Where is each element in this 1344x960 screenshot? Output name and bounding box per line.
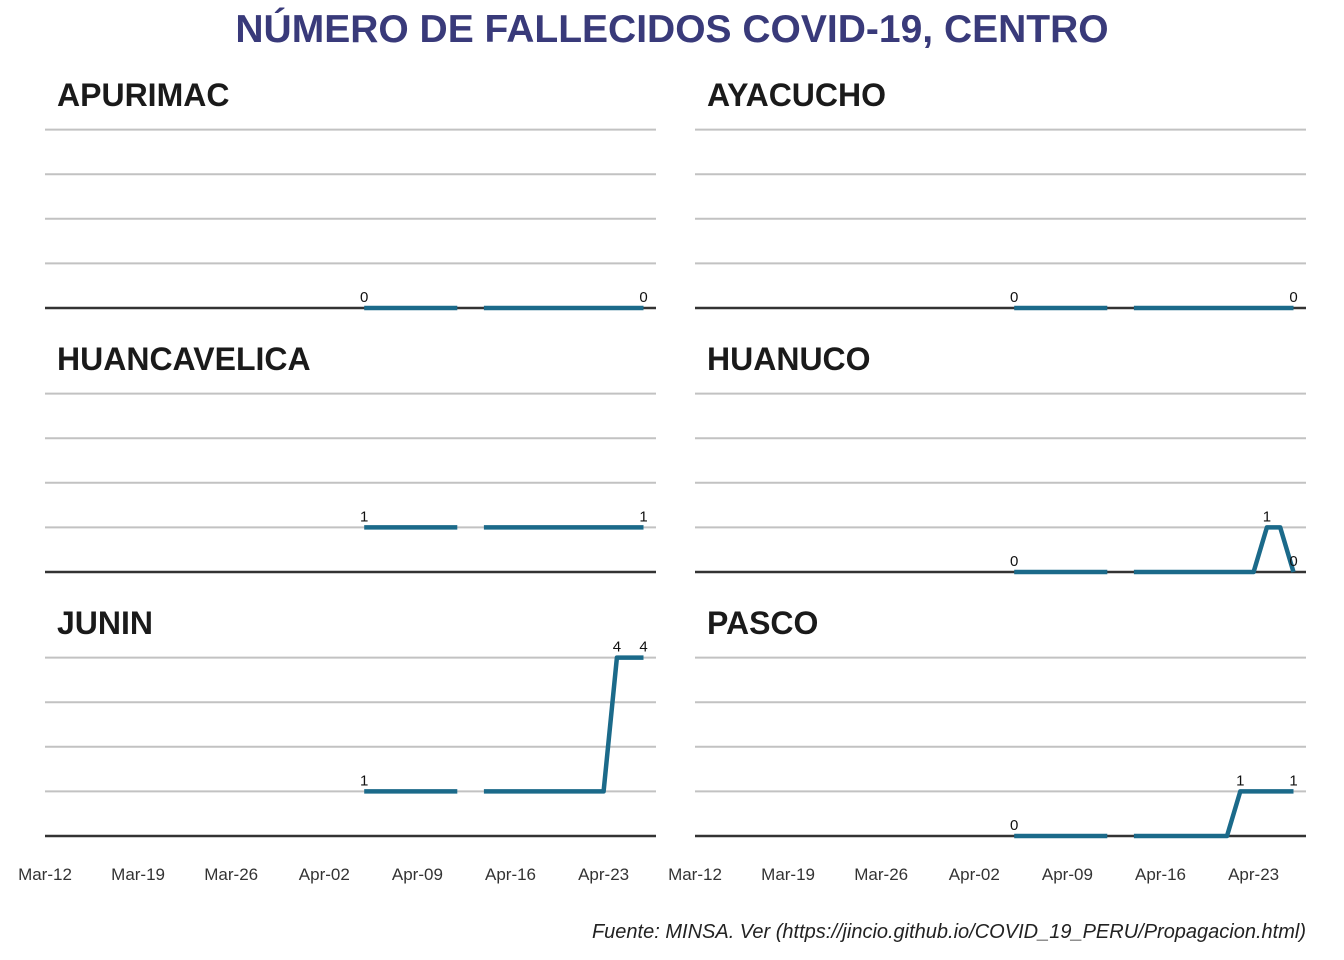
x-tick-label: Mar-12 <box>668 865 722 884</box>
chart-title: NÚMERO DE FALLECIDOS COVID-19, CENTRO <box>235 8 1109 51</box>
data-label: 1 <box>360 508 368 525</box>
series-line-huanuco-1 <box>1133 525 1296 575</box>
panel-title-pasco: PASCO <box>707 605 818 641</box>
data-label: 0 <box>639 289 647 306</box>
panel-title-huancavelica: HUANCAVELICA <box>57 341 311 377</box>
x-tick-label: Mar-19 <box>111 865 165 884</box>
data-label: 0 <box>360 289 368 306</box>
x-tick-label: Mar-26 <box>204 865 258 884</box>
panel-junin: JUNIN 1 4 4 Mar-12 Mar-19 Mar-26 Apr-02 Apr-09 Ap… <box>18 605 656 884</box>
data-label: 4 <box>639 639 647 656</box>
x-tick-label: Mar-26 <box>854 865 908 884</box>
x-tick-label: Apr-23 <box>578 865 629 884</box>
panel-ayacucho: AYACUCHO 0 0 <box>695 77 1306 311</box>
x-tick-label: Apr-23 <box>1228 865 1279 884</box>
series-line-junin-1 <box>483 655 644 794</box>
series-line-pasco-1 <box>1133 789 1294 839</box>
panel-huancavelica: HUANCAVELICA 1 1 <box>45 341 656 574</box>
panel-title-apurimac: APURIMAC <box>57 77 229 113</box>
panel-title-ayacucho: AYACUCHO <box>707 77 886 113</box>
data-label: 0 <box>1010 553 1018 570</box>
data-label: 1 <box>1289 772 1297 789</box>
data-label: 1 <box>1236 772 1244 789</box>
source-caption: Fuente: MINSA. Ver (https://jincio.githu… <box>591 921 1306 943</box>
panel-pasco: PASCO 0 1 1 Mar-12 Mar-19 Mar-26 Apr-02 Apr-09 Ap… <box>668 605 1306 884</box>
data-label: 1 <box>360 772 368 789</box>
x-tick-label: Apr-09 <box>392 865 443 884</box>
x-tick-label: Apr-02 <box>299 865 350 884</box>
x-tick-label: Apr-09 <box>1042 865 1093 884</box>
panel-apurimac: APURIMAC 0 0 <box>45 77 656 311</box>
data-label: 1 <box>1263 508 1271 525</box>
data-label: 0 <box>1289 289 1297 306</box>
panel-title-huanuco: HUANUCO <box>707 341 871 377</box>
x-tick-label: Apr-16 <box>485 865 536 884</box>
data-label: 1 <box>639 508 647 525</box>
data-label: 0 <box>1010 817 1018 834</box>
x-tick-label: Apr-02 <box>949 865 1000 884</box>
x-tick-label: Mar-19 <box>761 865 815 884</box>
data-label: 4 <box>613 639 621 656</box>
x-tick-label: Mar-12 <box>18 865 72 884</box>
data-label: 0 <box>1010 289 1018 306</box>
x-tick-label: Apr-16 <box>1135 865 1186 884</box>
data-label: 0 <box>1289 553 1297 570</box>
panel-huanuco: HUANUCO 0 1 0 <box>695 341 1306 575</box>
panel-title-junin: JUNIN <box>57 605 153 641</box>
